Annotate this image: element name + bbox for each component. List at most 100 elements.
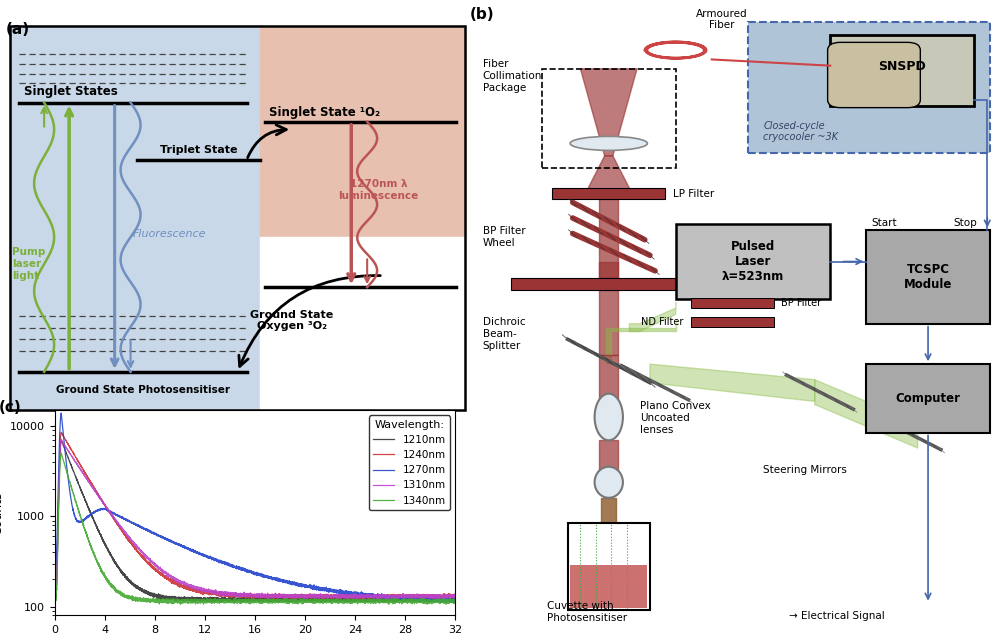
1270nm — [156, 533, 168, 541]
1310nm — [364, 592, 376, 600]
Text: (b): (b) — [470, 6, 494, 22]
Text: Steering Mirrors: Steering Mirrors — [763, 465, 847, 475]
1340nm — [55, 449, 67, 457]
1210nm — [315, 599, 327, 606]
1240nm — [49, 592, 61, 599]
1240nm — [55, 429, 67, 437]
Polygon shape — [586, 156, 632, 193]
1340nm — [152, 597, 164, 604]
Bar — [691, 317, 774, 327]
1240nm — [364, 594, 376, 601]
1270nm — [85, 510, 97, 518]
Polygon shape — [599, 440, 618, 476]
1310nm — [85, 481, 97, 489]
Text: Pump
laser
light: Pump laser light — [12, 247, 46, 281]
FancyArrowPatch shape — [239, 276, 380, 367]
1340nm — [421, 601, 433, 608]
Text: (c): (c) — [0, 400, 22, 415]
1240nm — [152, 569, 164, 576]
1210nm — [156, 594, 168, 602]
Ellipse shape — [570, 137, 647, 151]
Bar — [676, 224, 830, 299]
Text: Closed-cycle
cryocooler ~3K: Closed-cycle cryocooler ~3K — [763, 121, 838, 142]
1340nm — [364, 596, 376, 604]
Bar — [10, 26, 260, 410]
Polygon shape — [599, 199, 618, 277]
1210nm — [449, 594, 461, 602]
1340nm — [49, 596, 61, 604]
FancyArrowPatch shape — [248, 125, 286, 158]
1210nm — [152, 592, 164, 599]
Bar — [830, 35, 974, 106]
1310nm — [97, 498, 109, 506]
1340nm — [449, 597, 461, 605]
1270nm — [49, 565, 61, 572]
Polygon shape — [629, 302, 676, 331]
Text: Singlet State ¹O₂: Singlet State ¹O₂ — [269, 106, 380, 119]
1210nm — [111, 562, 123, 569]
Text: BP Filter
Wheel: BP Filter Wheel — [483, 226, 525, 248]
Line: 1310nm: 1310nm — [55, 440, 455, 599]
Bar — [568, 522, 650, 610]
Bar — [748, 22, 990, 153]
1270nm — [111, 512, 123, 519]
Bar — [570, 565, 647, 608]
Text: BP Filter: BP Filter — [781, 299, 821, 308]
Text: Plano Convex
Uncoated
lenses: Plano Convex Uncoated lenses — [640, 401, 710, 435]
Text: Ground State
Oxygen ³O₂: Ground State Oxygen ³O₂ — [250, 310, 334, 331]
Y-axis label: Counts: Counts — [0, 491, 5, 535]
Line: 1240nm: 1240nm — [55, 433, 455, 599]
Text: Cuvette with
Photosensitiser: Cuvette with Photosensitiser — [547, 601, 627, 622]
Polygon shape — [599, 355, 618, 411]
Text: Stop: Stop — [954, 218, 978, 228]
1310nm — [449, 592, 461, 599]
1240nm — [111, 520, 123, 528]
Bar — [691, 298, 774, 308]
Text: Pulsed
Laser
λ=523nm: Pulsed Laser λ=523nm — [722, 240, 784, 283]
Polygon shape — [580, 69, 637, 156]
1210nm — [55, 436, 67, 444]
1310nm — [152, 563, 164, 571]
Ellipse shape — [595, 394, 623, 440]
1270nm — [152, 531, 164, 538]
Text: Armoured
Fiber: Armoured Fiber — [696, 9, 748, 30]
Bar — [260, 237, 465, 410]
Text: LP Filter: LP Filter — [673, 188, 714, 199]
Text: Fiber
Collimation
Package: Fiber Collimation Package — [483, 60, 542, 92]
1310nm — [49, 594, 61, 602]
Text: Triplet State: Triplet State — [160, 145, 238, 154]
FancyBboxPatch shape — [828, 42, 920, 108]
1240nm — [97, 499, 109, 506]
Line: 1270nm: 1270nm — [55, 413, 455, 603]
Text: Dichroic
Beam-
Splitter: Dichroic Beam- Splitter — [483, 317, 525, 351]
1340nm — [97, 570, 109, 578]
1210nm — [97, 537, 109, 545]
Text: (a): (a) — [5, 22, 30, 37]
Text: Start: Start — [871, 218, 897, 228]
1240nm — [359, 595, 371, 603]
1210nm — [85, 510, 97, 517]
1310nm — [388, 595, 400, 603]
Text: Computer: Computer — [896, 392, 961, 405]
1310nm — [55, 436, 67, 444]
Line: 1210nm: 1210nm — [55, 440, 455, 603]
Polygon shape — [599, 290, 618, 355]
Bar — [866, 364, 990, 433]
Text: Singlet States: Singlet States — [24, 85, 117, 98]
1340nm — [156, 597, 168, 604]
Bar — [542, 69, 676, 168]
1310nm — [111, 519, 123, 526]
Polygon shape — [650, 364, 815, 401]
1270nm — [364, 591, 376, 599]
Text: ND Filter: ND Filter — [641, 317, 683, 327]
Polygon shape — [601, 498, 616, 579]
1210nm — [49, 596, 61, 604]
1270nm — [448, 599, 460, 606]
Text: TCSPC
Module: TCSPC Module — [904, 263, 952, 291]
1340nm — [85, 542, 97, 549]
1240nm — [156, 572, 168, 579]
Text: 1270nm λ
luminescence: 1270nm λ luminescence — [338, 179, 419, 201]
Ellipse shape — [595, 467, 623, 498]
Polygon shape — [599, 262, 618, 283]
Bar — [260, 26, 465, 237]
